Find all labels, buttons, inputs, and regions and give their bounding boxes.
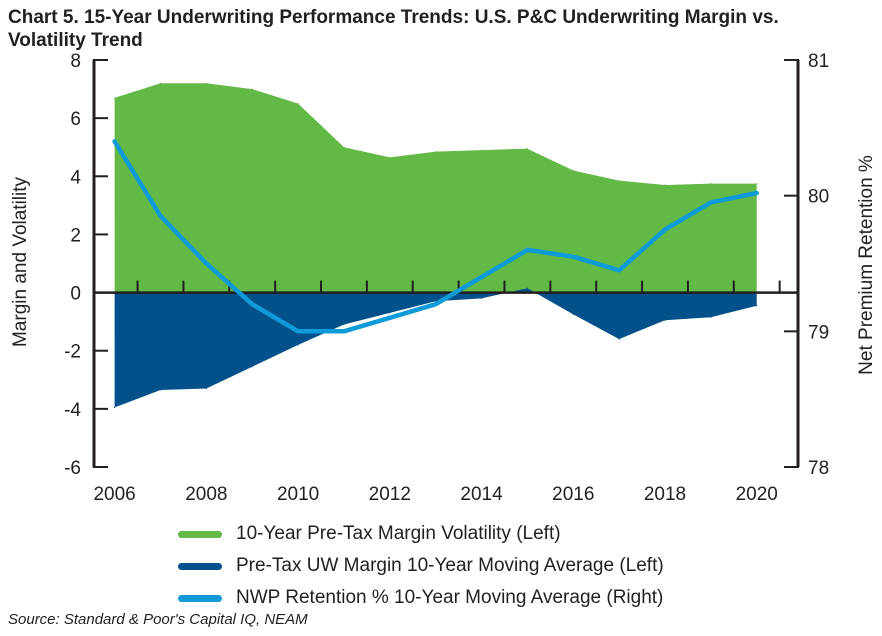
volatility-point [251,88,253,90]
x-tick-label: 2016 [552,484,594,505]
volatility-point [480,149,483,151]
retention-point [480,275,483,279]
axes-layer [92,59,800,468]
margin-point [205,387,207,390]
legend-item-margin: Pre-Tax UW Margin 10-Year Moving Average… [178,550,664,582]
margin-point [618,338,620,340]
margin-point [756,305,758,307]
margin-point [159,389,162,391]
margin-point [664,319,666,321]
x-tick-label: 2010 [277,484,319,505]
legend-label-retention: NWP Retention % 10-Year Moving Average (… [236,587,664,608]
y-tick-label: 2 [70,225,81,246]
retention-point [296,330,300,333]
y-tick-label: 6 [70,109,81,130]
legend-swatch-retention [178,594,222,602]
margin-point [114,406,116,409]
retention-point [572,255,575,258]
margin-point [389,312,391,314]
retention-point [251,303,254,306]
y-tick-label: -6 [64,458,81,479]
retention-point [113,140,116,143]
margin-point [572,313,574,315]
chart-title: Chart 5. 15-Year Underwriting Performanc… [8,7,779,51]
y2-tick-label: 81 [808,51,829,72]
legend: 10-Year Pre-Tax Margin Volatility (Left)… [178,518,664,614]
legend-swatch-volatility [178,530,222,538]
margin-point [251,366,253,368]
y-tick-label: -2 [64,342,81,363]
volatility-point [756,182,758,185]
y-tick-label: 4 [70,167,81,188]
retention-point [755,191,758,195]
margin-point [297,344,299,346]
volatility-point [572,169,574,172]
tick-label-layer: -6 -4 -2 0 2 4 6 8 78 79 80 81 2006 2008 2010 2012 2014 2… [64,51,829,505]
volatility-point [159,82,162,84]
y2-axis-title: Net Premium Retention % [856,155,877,375]
retention-point [434,303,437,306]
y-tick-label: 0 [70,284,81,305]
y2-tick-label: 80 [808,187,829,208]
margin-point [480,297,483,299]
legend-label-margin: Pre-Tax UW Margin 10-Year Moving Average… [236,555,664,576]
retention-point [617,269,621,272]
legend-item-volatility: 10-Year Pre-Tax Margin Volatility (Left) [178,518,664,550]
legend-swatch-margin [178,562,222,570]
volatility-point [710,182,712,185]
y-axis-title: Margin and Volatility [10,176,31,347]
x-tick-label: 2012 [369,484,411,505]
y2-tick-label: 79 [808,322,829,343]
retention-point [709,201,713,204]
volatility-point [343,146,345,148]
margin-point [343,323,345,326]
volatility-point [205,82,207,84]
retention-point [159,214,162,218]
x-tick-label: 2008 [185,484,227,505]
retention-point [663,228,667,231]
margin-point [526,287,529,289]
volatility-point [618,180,620,182]
x-tick-label: 2018 [644,484,686,505]
legend-item-retention: NWP Retention % 10-Year Moving Average (… [178,582,664,614]
retention-point [526,248,529,252]
y2-tick-label: 78 [808,458,829,479]
x-tick-label: 2006 [93,484,135,505]
retention-point [342,330,346,333]
volatility-point [435,150,437,153]
volatility-area-layer [114,82,758,293]
y-tick-label: 8 [70,51,81,72]
volatility-point [297,103,299,105]
volatility-area [114,83,757,293]
x-tick-label: 2014 [460,484,503,505]
legend-label-volatility: 10-Year Pre-Tax Margin Volatility (Left) [236,523,561,544]
source-note: Source: Standard & Poor's Capital IQ, NE… [8,611,308,628]
retention-point [388,316,392,319]
volatility-point [526,148,529,150]
margin-point [710,316,712,318]
volatility-point [664,184,666,186]
y-tick-label: -4 [64,400,81,421]
retention-point [205,262,208,265]
volatility-point [114,97,116,99]
x-tick-label: 2020 [736,484,778,505]
volatility-point [389,156,391,158]
retention-line-layer [112,139,759,334]
